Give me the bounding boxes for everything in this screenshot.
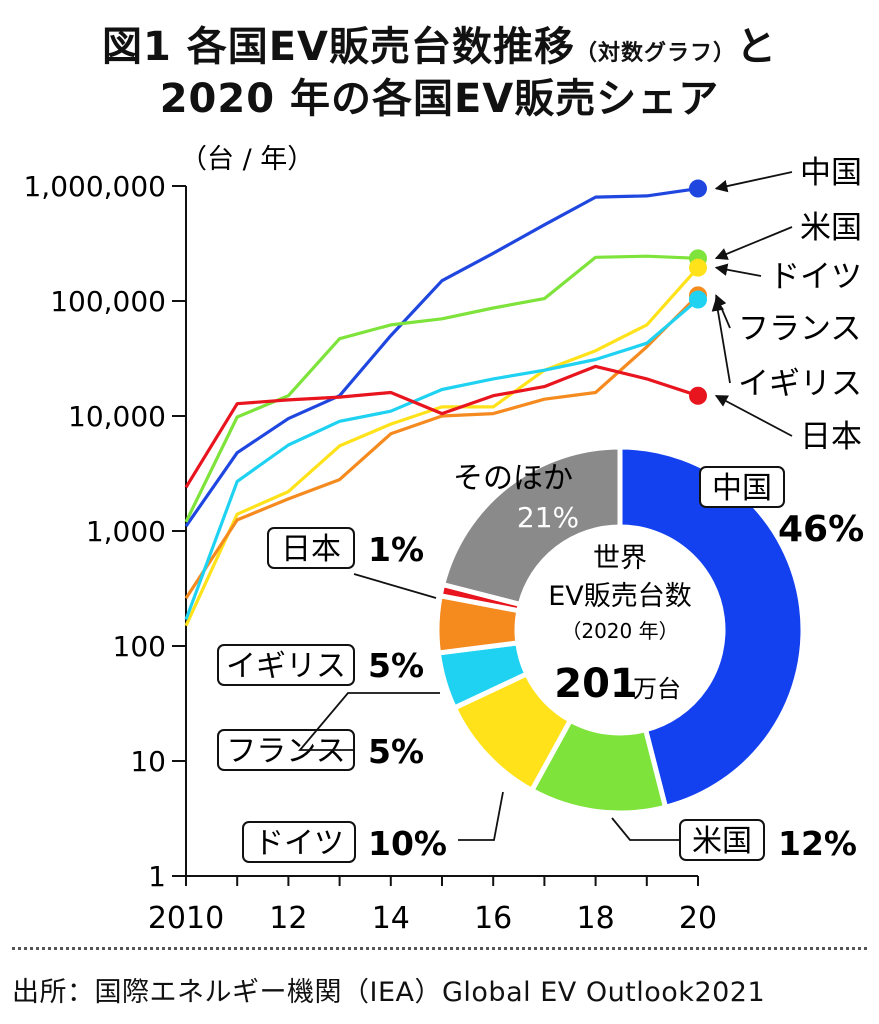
series-label-0: 中国 — [800, 155, 862, 191]
donut-slice-6 — [439, 444, 623, 608]
label-other-name: そのほか — [453, 461, 573, 496]
label-us-pct: 12% — [778, 824, 857, 863]
x-tick-label: 18 — [577, 901, 615, 936]
series-label-3: フランス — [738, 311, 861, 347]
donut-center-line3: （2020 年） — [561, 619, 678, 643]
series-line-3 — [184, 294, 700, 600]
label-china-box — [699, 466, 785, 508]
series-label-arrow-5 — [714, 394, 793, 437]
label-uk-name: イギリス — [226, 649, 346, 684]
series-line-4 — [184, 298, 700, 621]
series-line-1 — [184, 254, 699, 523]
title-main: 図1 各国EV販売台数推移 — [101, 24, 576, 70]
x-tick-label: 14 — [372, 901, 410, 936]
title-end: と — [736, 24, 778, 70]
x-tick-label: 2010 — [148, 901, 224, 936]
x-tick-label: 16 — [474, 901, 512, 936]
source-note: 出所：国際エネルギー機関（IEA）Global EV Outlook2021 — [12, 977, 766, 1008]
label-germany-pct: 10% — [368, 824, 447, 863]
label-china-pct: 46% — [778, 509, 864, 550]
label-germany-box — [242, 821, 356, 863]
series-end-dot-0 — [689, 179, 707, 198]
series-label-2: ドイツ — [769, 259, 862, 295]
divider — [12, 947, 867, 950]
series-end-dot-5 — [689, 386, 707, 405]
series-end-dot-2 — [689, 258, 707, 277]
series-line-2 — [184, 266, 700, 627]
series-line-5 — [184, 364, 699, 489]
series-label-arrow-4 — [711, 298, 731, 384]
label-france-name: フランス — [226, 734, 345, 769]
series-label-4: イギリス — [738, 366, 862, 402]
y-tick-label: 10,000 — [68, 400, 166, 433]
series-label-arrow-2 — [714, 263, 762, 277]
x-tick-label: 20 — [679, 901, 717, 936]
y-tick-label: 100 — [113, 630, 166, 663]
chart-title-line2: 2020 年の各国EV販売シェア — [159, 76, 720, 122]
label-china-name: 中国 — [712, 471, 772, 506]
label-uk-box — [217, 644, 355, 686]
series-label-arrow-1 — [714, 226, 793, 260]
donut-center-line2: EV販売台数 — [548, 581, 692, 612]
y-tick-label: 100,000 — [50, 285, 166, 318]
y-axis-label: （台 / 年） — [180, 144, 314, 175]
leader-us — [611, 817, 680, 841]
donut-slice-0 — [617, 444, 806, 811]
leader-japan — [353, 573, 437, 599]
series-label-5: 日本 — [800, 419, 862, 455]
series-end-dot-4 — [689, 290, 707, 309]
leader-germany — [458, 791, 504, 841]
series-line-0 — [184, 187, 699, 528]
x-tick-label: 12 — [269, 901, 307, 936]
label-uk-pct: 5% — [368, 646, 424, 685]
label-us-name: 米国 — [692, 824, 752, 859]
y-tick-label: 10 — [130, 745, 166, 778]
chart-title-line1: 図1 各国EV販売台数推移（対数グラフ）と — [0, 14, 879, 72]
series-label-1: 米国 — [800, 210, 862, 246]
y-tick-label: 1,000,000 — [23, 170, 166, 203]
donut-center-line1: 世界 — [593, 543, 647, 574]
title-note: （対数グラフ） — [575, 41, 737, 66]
label-france-pct: 5% — [368, 732, 424, 771]
leader-france — [298, 692, 440, 751]
label-japan-name: 日本 — [281, 532, 341, 567]
y-tick-label: 1,000 — [86, 515, 166, 548]
label-other-pct: 21% — [517, 501, 579, 534]
label-japan-pct: 1% — [368, 530, 424, 569]
donut-center-value: 201 — [554, 661, 638, 707]
label-germany-name: ドイツ — [254, 826, 344, 861]
series-label-arrow-0 — [714, 171, 793, 193]
label-japan-box — [267, 527, 355, 569]
donut-center-unit: 万台 — [633, 675, 681, 703]
y-tick-label: 1 — [148, 860, 166, 893]
